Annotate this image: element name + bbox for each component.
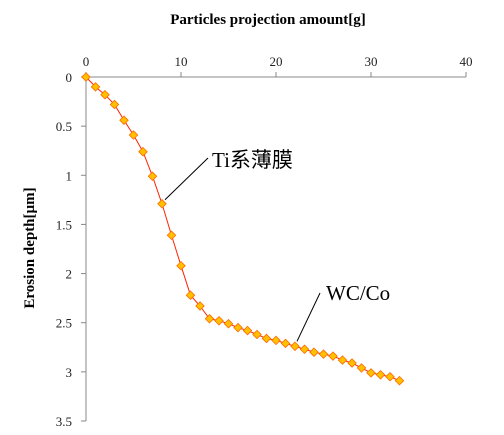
data-point [119, 115, 129, 126]
data-point [394, 375, 405, 386]
data-point [214, 315, 224, 326]
data-point [375, 370, 386, 380]
data-point [166, 230, 177, 241]
data-point [318, 349, 329, 359]
y-axis-title: Erosion depth[µm] [22, 187, 38, 308]
data-point [138, 146, 148, 157]
data-point [356, 363, 367, 373]
data-point [176, 260, 186, 271]
data-point [337, 355, 348, 365]
data-point [109, 99, 120, 110]
annotation-label-wc: WC/Co [326, 281, 390, 305]
x-tick-label: 0 [83, 54, 90, 69]
data-point [128, 130, 139, 140]
data-point [328, 351, 338, 361]
data-point [271, 335, 281, 346]
data-markers [81, 72, 405, 386]
data-point [366, 368, 376, 378]
x-tick-label: 40 [460, 54, 473, 69]
annotation-label-ti: Ti系薄膜 [212, 148, 293, 172]
data-point [299, 344, 310, 355]
x-tick-label: 20 [270, 54, 283, 69]
x-tick-label: 30 [365, 54, 378, 69]
data-point [147, 171, 158, 182]
y-tick-label: 0 [66, 70, 73, 85]
data-point [233, 322, 243, 333]
y-tick-label: 1.5 [56, 217, 72, 232]
annotation-leader-wc [296, 292, 321, 342]
data-point [195, 301, 205, 311]
series-polyline [85, 76, 400, 382]
y-tick-label: 3.5 [56, 414, 72, 429]
axes: 0 10 20 30 40 0 0.5 1 1.5 2 2.5 3 3.5 [56, 54, 473, 429]
y-tick-label: 0.5 [56, 119, 72, 134]
annotations: Ti系薄膜 WC/Co [164, 148, 390, 342]
data-point [309, 347, 319, 357]
data-point [385, 372, 395, 382]
x-axis-title: Particles projection amount[g] [170, 12, 366, 28]
annotation-leader-ti [164, 157, 209, 201]
data-point [223, 318, 234, 329]
data-point [252, 329, 262, 340]
data-point [204, 314, 215, 324]
data-point [81, 72, 91, 82]
data-point [347, 358, 357, 368]
data-point [185, 290, 196, 300]
x-tick-label: 10 [175, 54, 188, 69]
data-point [280, 338, 291, 349]
data-point [290, 341, 300, 352]
y-tick-label: 3 [66, 365, 73, 380]
data-point [157, 199, 167, 209]
data-point [242, 325, 253, 336]
data-point [90, 82, 101, 92]
series-line [85, 76, 400, 382]
data-point [261, 333, 272, 344]
data-point [100, 89, 110, 100]
y-tick-label: 2 [66, 267, 73, 282]
y-tick-label: 1 [66, 168, 73, 183]
y-tick-label: 2.5 [56, 316, 72, 331]
